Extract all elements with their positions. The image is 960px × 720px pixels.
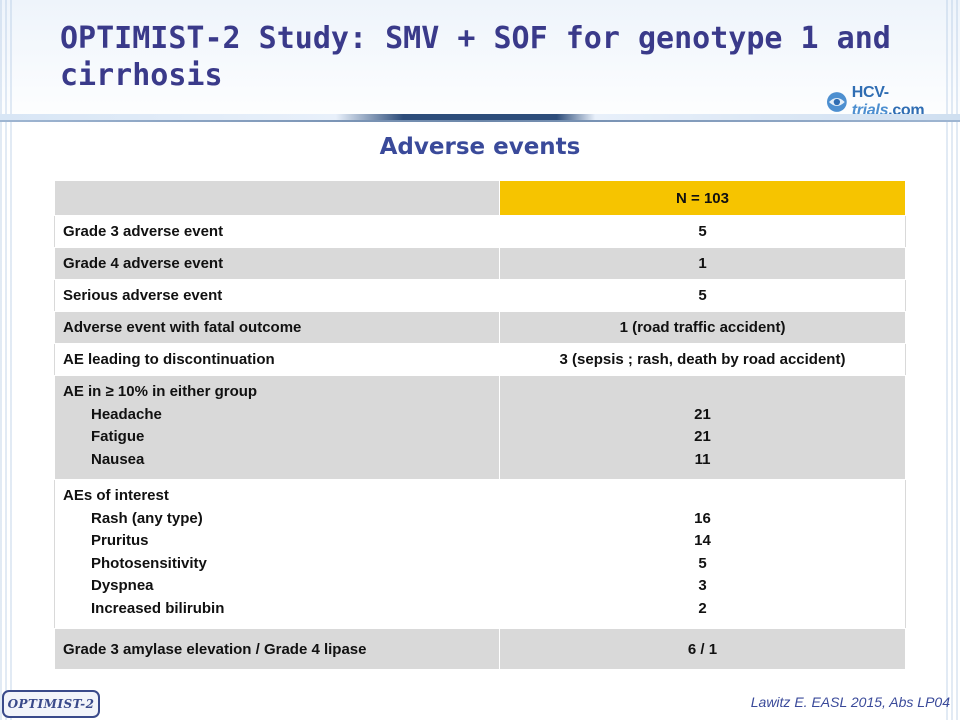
interest-ae-value: 3 (698, 577, 707, 594)
row-value: 5 (499, 215, 906, 248)
common-ae-value: 11 (694, 450, 711, 468)
table-row: Grade 3 amylase elevation / Grade 4 lipa… (54, 628, 906, 670)
interest-aes-labels: AEs of interest Rash (any type) Pruritus… (54, 479, 500, 629)
row-value: 6 / 1 (499, 628, 906, 670)
row-label: Grade 3 amylase elevation / Grade 4 lipa… (54, 628, 500, 670)
table-row: Adverse event with fatal outcome 1 (road… (54, 311, 906, 344)
adverse-events-table: N = 103 Grade 3 adverse event 5 Grade 4 … (54, 180, 906, 670)
row-label: Grade 3 adverse event (54, 215, 500, 248)
row-value: 5 (499, 279, 906, 312)
common-ae-label: Nausea (91, 450, 145, 468)
logo-text-hcv: HCV- (851, 84, 889, 101)
row-label: Grade 4 adverse event (54, 247, 500, 280)
interest-ae-value: 2 (698, 599, 707, 617)
common-ae-label: Fatigue (91, 428, 145, 445)
hcv-trials-logo: HCV-trials.com (826, 84, 960, 119)
common-aes-values: 21 21 11 (499, 375, 906, 480)
table-row: Serious adverse event 5 (54, 279, 906, 312)
title-divider-line (0, 120, 960, 122)
table-header-row: N = 103 (54, 180, 906, 216)
citation: Lawitz E. EASL 2015, Abs LP04 (750, 694, 950, 710)
study-tag: OPTIMIST-2 (2, 690, 100, 718)
interest-ae-value: 5 (698, 554, 707, 572)
table-row-common-aes: AE in ≥ 10% in either group Headache Fat… (54, 375, 906, 480)
row-label: Adverse event with fatal outcome (54, 311, 500, 344)
common-ae-value: 21 (694, 405, 711, 423)
row-label: Serious adverse event (54, 279, 500, 312)
row-value: 3 (sepsis ; rash, death by road accident… (499, 343, 906, 376)
common-ae-value: 21 (694, 428, 711, 445)
hcv-globe-icon (826, 92, 847, 112)
header-cell-empty (54, 180, 500, 216)
row-value: 1 (road traffic accident) (499, 311, 906, 344)
interest-ae-label: Rash (any type) (91, 509, 203, 527)
common-ae-label: Headache (91, 405, 162, 423)
section-subtitle: Adverse events (379, 134, 581, 160)
table-row: AE leading to discontinuation 3 (sepsis … (54, 343, 906, 376)
header-cell-n: N = 103 (499, 180, 906, 216)
title-divider (0, 114, 960, 122)
interest-ae-label: Increased bilirubin (91, 599, 225, 617)
table-row: Grade 3 adverse event 5 (54, 215, 906, 248)
interest-ae-label: Photosensitivity (91, 554, 207, 572)
row-value: 1 (499, 247, 906, 280)
interest-aes-values: 16 14 5 3 2 (499, 479, 906, 629)
interest-ae-label: Pruritus (91, 532, 149, 549)
interest-aes-heading: AEs of interest (63, 487, 169, 504)
interest-ae-value: 16 (694, 509, 711, 527)
left-decor-stripes (0, 0, 14, 720)
interest-ae-value: 14 (694, 532, 711, 549)
slide-title: OPTIMIST-2 Study: SMV + SOF for genotype… (60, 21, 891, 93)
row-label: AE leading to discontinuation (54, 343, 500, 376)
common-aes-heading: AE in ≥ 10% in either group (63, 383, 258, 400)
interest-ae-label: Dyspnea (91, 577, 154, 594)
right-decor-stripes (946, 0, 960, 720)
common-aes-labels: AE in ≥ 10% in either group Headache Fat… (54, 375, 500, 480)
table-row: Grade 4 adverse event 1 (54, 247, 906, 280)
table-row-aes-of-interest: AEs of interest Rash (any type) Pruritus… (54, 479, 906, 629)
